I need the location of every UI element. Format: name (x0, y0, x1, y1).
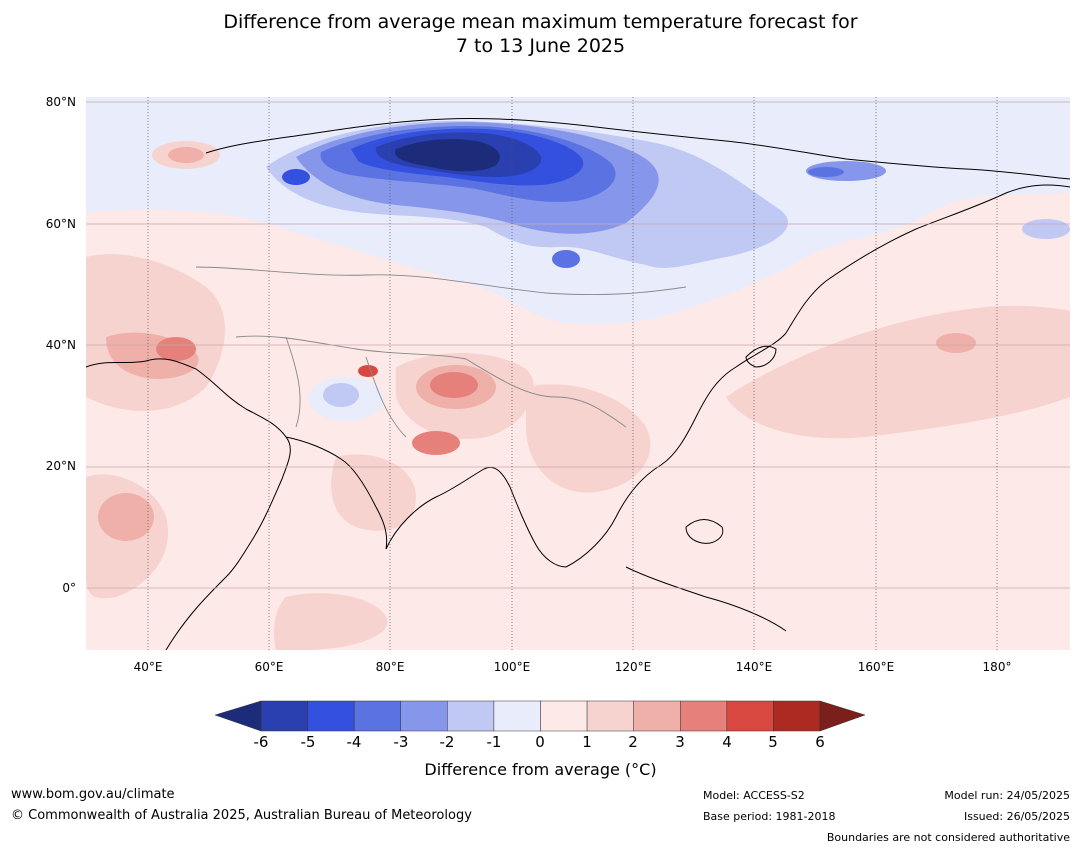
cool-spot-far-east (1022, 219, 1070, 239)
warm-core-pacific (936, 333, 976, 353)
colorbar-tick-2: 2 (628, 733, 638, 751)
colorbar-cell (773, 700, 821, 732)
model-name: Model: ACCESS-S2 (703, 789, 805, 802)
copyright-text: © Commonwealth of Australia 2025, Austra… (11, 808, 472, 823)
warm-patch-southern-ocean (274, 593, 388, 650)
country-borders (195, 266, 687, 438)
colorbar-extend-low (215, 700, 262, 732)
colorbar (215, 700, 866, 732)
colorbar-cell (633, 700, 681, 732)
colorbar-tick-1: 1 (582, 733, 592, 751)
base-period: Base period: 1981-2018 (703, 810, 836, 823)
lon-label-120e: 120°E (614, 660, 652, 674)
temperature-anomaly-map (86, 97, 1070, 650)
website-link[interactable]: www.bom.gov.au/climate (11, 787, 175, 802)
issued-date: Issued: 26/05/2025 (963, 810, 1070, 823)
colorbar-cell (307, 700, 355, 732)
lat-label-60n: 60°N (45, 217, 76, 231)
latitude-gridlines (86, 101, 1070, 589)
colorbar-tick-4: 4 (722, 733, 732, 751)
lat-label-20n: 20°N (45, 459, 76, 473)
warm-spot-bangladesh (412, 431, 460, 455)
lon-label-160e: 160°E (857, 660, 895, 674)
chart-title-line2: 7 to 13 June 2025 (455, 35, 626, 57)
colorbar-tick-3: 3 (675, 733, 685, 751)
colorbar-cell (540, 700, 588, 732)
cool-spot-east-core (808, 167, 844, 177)
colorbar-tick-5: 5 (768, 733, 778, 751)
cool-spot-west (282, 169, 310, 185)
cool-patch-tibet-core (323, 383, 359, 407)
colorbar-tick-m4: -4 (346, 733, 362, 751)
warm-patch-pacific (726, 305, 1070, 439)
colorbar-cell (447, 700, 495, 732)
chart-title-line1: Difference from average mean maximum tem… (223, 11, 858, 33)
lat-label-80n: 80°N (45, 95, 76, 109)
lat-label-40n: 40°N (45, 338, 76, 352)
colorbar-cell (586, 700, 634, 732)
colorbar-cell (493, 700, 541, 732)
colorbar-cell (726, 700, 774, 732)
colorbar-tick-m6: -6 (253, 733, 269, 751)
colorbar-tick-m3: -3 (393, 733, 409, 751)
colorbar-cell (260, 700, 308, 732)
colorbar-tick-m5: -5 (300, 733, 316, 751)
colorbar-tick-m1: -1 (486, 733, 502, 751)
colorbar-title: Difference from average (°C) (424, 760, 657, 779)
longitude-gridlines (147, 97, 998, 650)
colorbar-tick-0: 0 (535, 733, 545, 751)
colorbar-cell (680, 700, 728, 732)
colorbar-cell (400, 700, 448, 732)
colorbar-cell (353, 700, 402, 732)
lon-label-180: 180° (982, 660, 1012, 674)
warm-core-caucasus (156, 337, 196, 361)
warm-core-scandinavia (168, 147, 204, 163)
model-run-date: Model run: 24/05/2025 (944, 789, 1070, 802)
boundaries-disclaimer: Boundaries are not considered authoritat… (826, 831, 1070, 844)
warm-patch-china (526, 384, 651, 493)
warm-hot-tibet (430, 372, 478, 398)
coastlines (86, 117, 1070, 650)
lat-label-0: 0° (62, 581, 76, 595)
lon-label-60e: 60°E (254, 660, 284, 674)
warm-spot-karakoram (358, 365, 378, 377)
lon-label-80e: 80°E (375, 660, 405, 674)
warm-core-africa (98, 493, 154, 541)
lon-label-40e: 40°E (133, 660, 163, 674)
lon-label-100e: 100°E (493, 660, 531, 674)
colorbar-extend-high (819, 700, 866, 732)
warm-patch-middle-east (86, 254, 225, 411)
cool-core-5 (395, 139, 500, 172)
lon-label-140e: 140°E (735, 660, 773, 674)
cool-spot-mongolia (552, 250, 580, 268)
colorbar-tick-m2: -2 (439, 733, 455, 751)
warm-patch-india (331, 454, 416, 531)
colorbar-tick-6: 6 (815, 733, 825, 751)
